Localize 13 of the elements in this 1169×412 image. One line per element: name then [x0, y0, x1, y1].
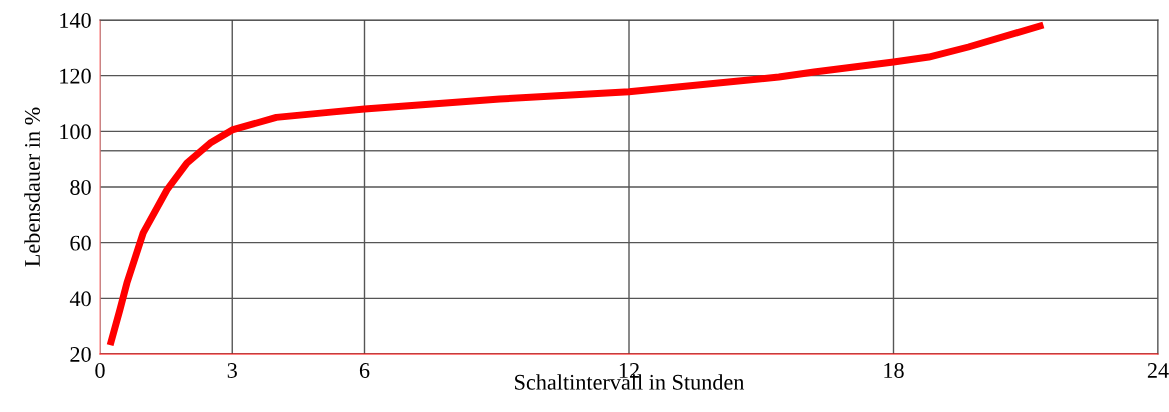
x-tick-label: 0	[95, 362, 105, 378]
y-axis-title: Lebensdauer in %	[24, 107, 40, 267]
y-tick-label: 140	[60, 12, 91, 28]
x-tick-label: 24	[1147, 363, 1169, 378]
y-tick-label: 100	[60, 124, 91, 140]
y-tick-label: 120	[60, 68, 91, 84]
x-tick-label: 6	[359, 363, 370, 378]
y-tick-label: 60	[70, 235, 91, 251]
y-tick-label: 40	[69, 291, 91, 307]
y-tick-label: 80	[70, 179, 91, 195]
x-tick-label: 3	[227, 363, 237, 378]
y-tick-label: 20	[70, 346, 91, 362]
x-tick-label: 18	[884, 362, 904, 378]
